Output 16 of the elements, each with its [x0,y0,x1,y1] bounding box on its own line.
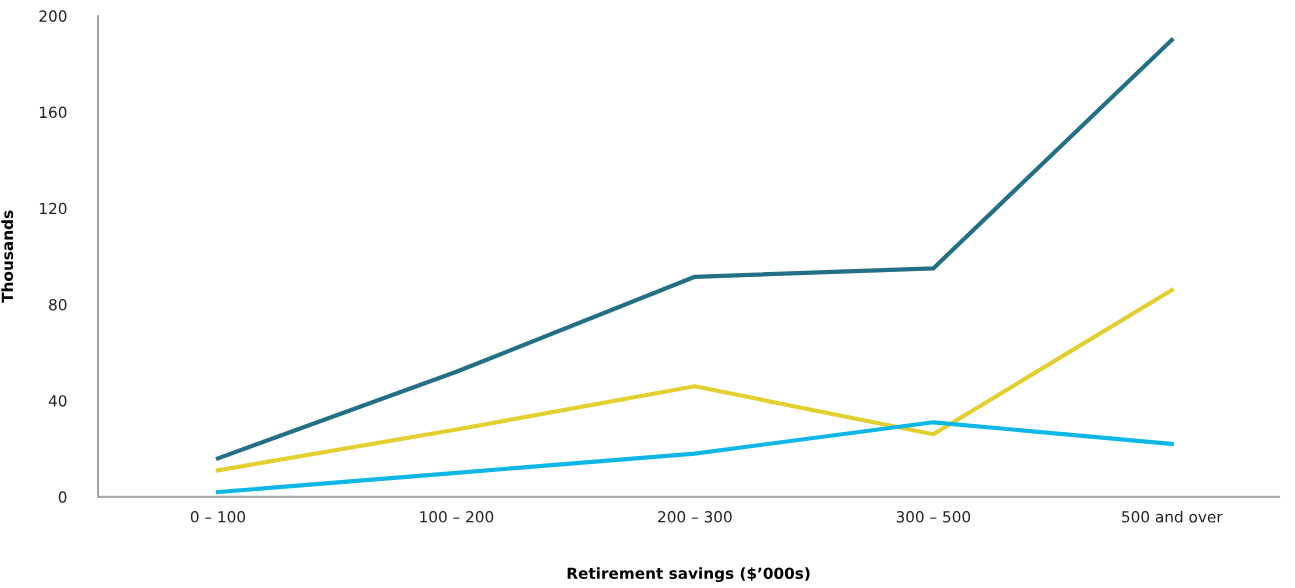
line-series [215,420,1174,495]
x-tick-label: 300 – 500 [896,511,971,523]
x-tick-label: 200 – 300 [658,511,732,523]
y-tick-label: 40 [48,395,67,407]
y-tick-label: 80 [49,298,67,311]
y-tick-label: 120 [39,202,67,215]
x-tick-label: 0 – 100 [190,511,246,523]
x-tick-label: 100 – 200 [420,511,494,523]
line-series [215,37,1174,461]
y-axis-title: Thousands [1,210,14,303]
line-series [215,287,1174,473]
y-tick-label: 0 [58,491,67,503]
y-tick-label: 200 [39,10,67,22]
y-tick-label: 160 [39,106,67,119]
x-tick-label: 500 and over [1122,510,1223,523]
x-axis-title: Retirement savings ($’000s) [567,567,810,583]
